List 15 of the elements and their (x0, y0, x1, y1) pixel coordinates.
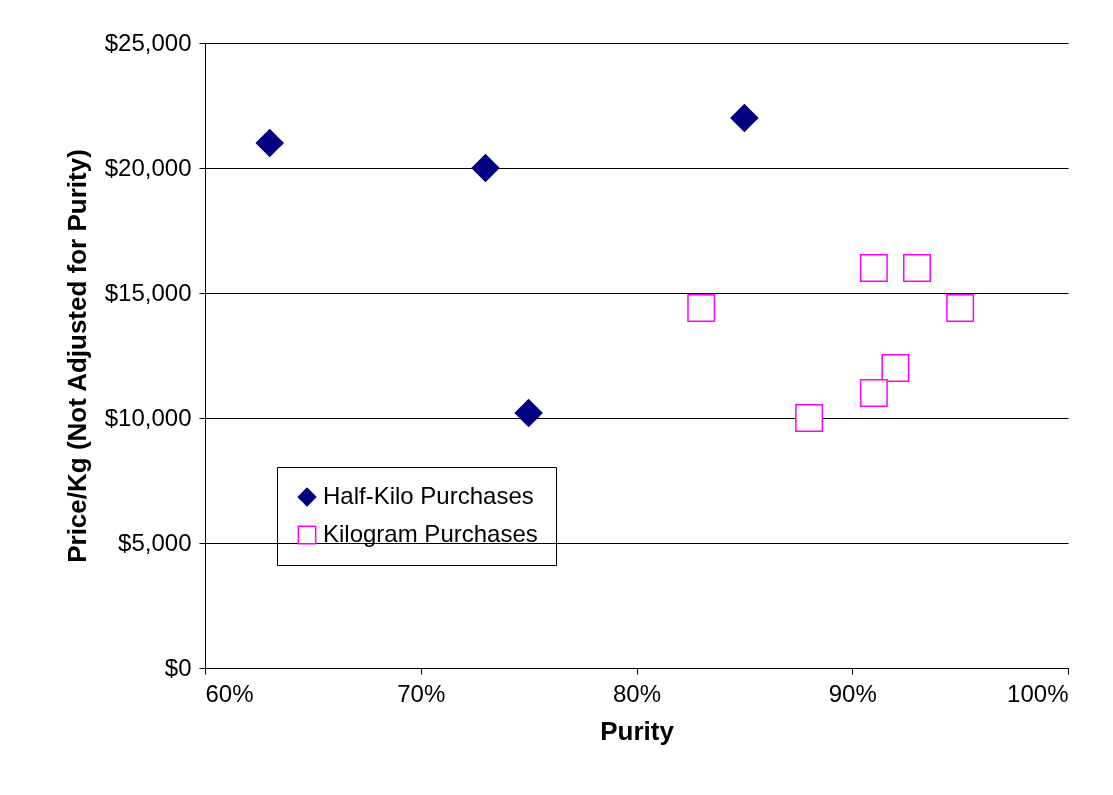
x-tick-label: 100% (1007, 679, 1069, 707)
x-tick-label: 80% (612, 679, 662, 707)
y-tick-label: $0 (164, 653, 192, 681)
x-tick-label: 90% (828, 679, 877, 707)
x-axis-title: Purity (600, 715, 675, 746)
y-tick-label: $25,000 (104, 28, 192, 56)
y-tick-label: $10,000 (104, 403, 192, 431)
y-tick-label: $5,000 (118, 528, 192, 556)
legend-label: Half-Kilo Purchases (323, 482, 534, 509)
x-tick-label: 70% (397, 679, 446, 707)
y-tick-label: $15,000 (104, 278, 192, 306)
y-axis-title: Price/Kg (Not Adjusted for Purity) (61, 149, 92, 563)
y-tick-label: $20,000 (104, 153, 192, 181)
legend-label: Kilogram Purchases (323, 520, 538, 547)
x-tick-label: 60% (205, 679, 254, 707)
